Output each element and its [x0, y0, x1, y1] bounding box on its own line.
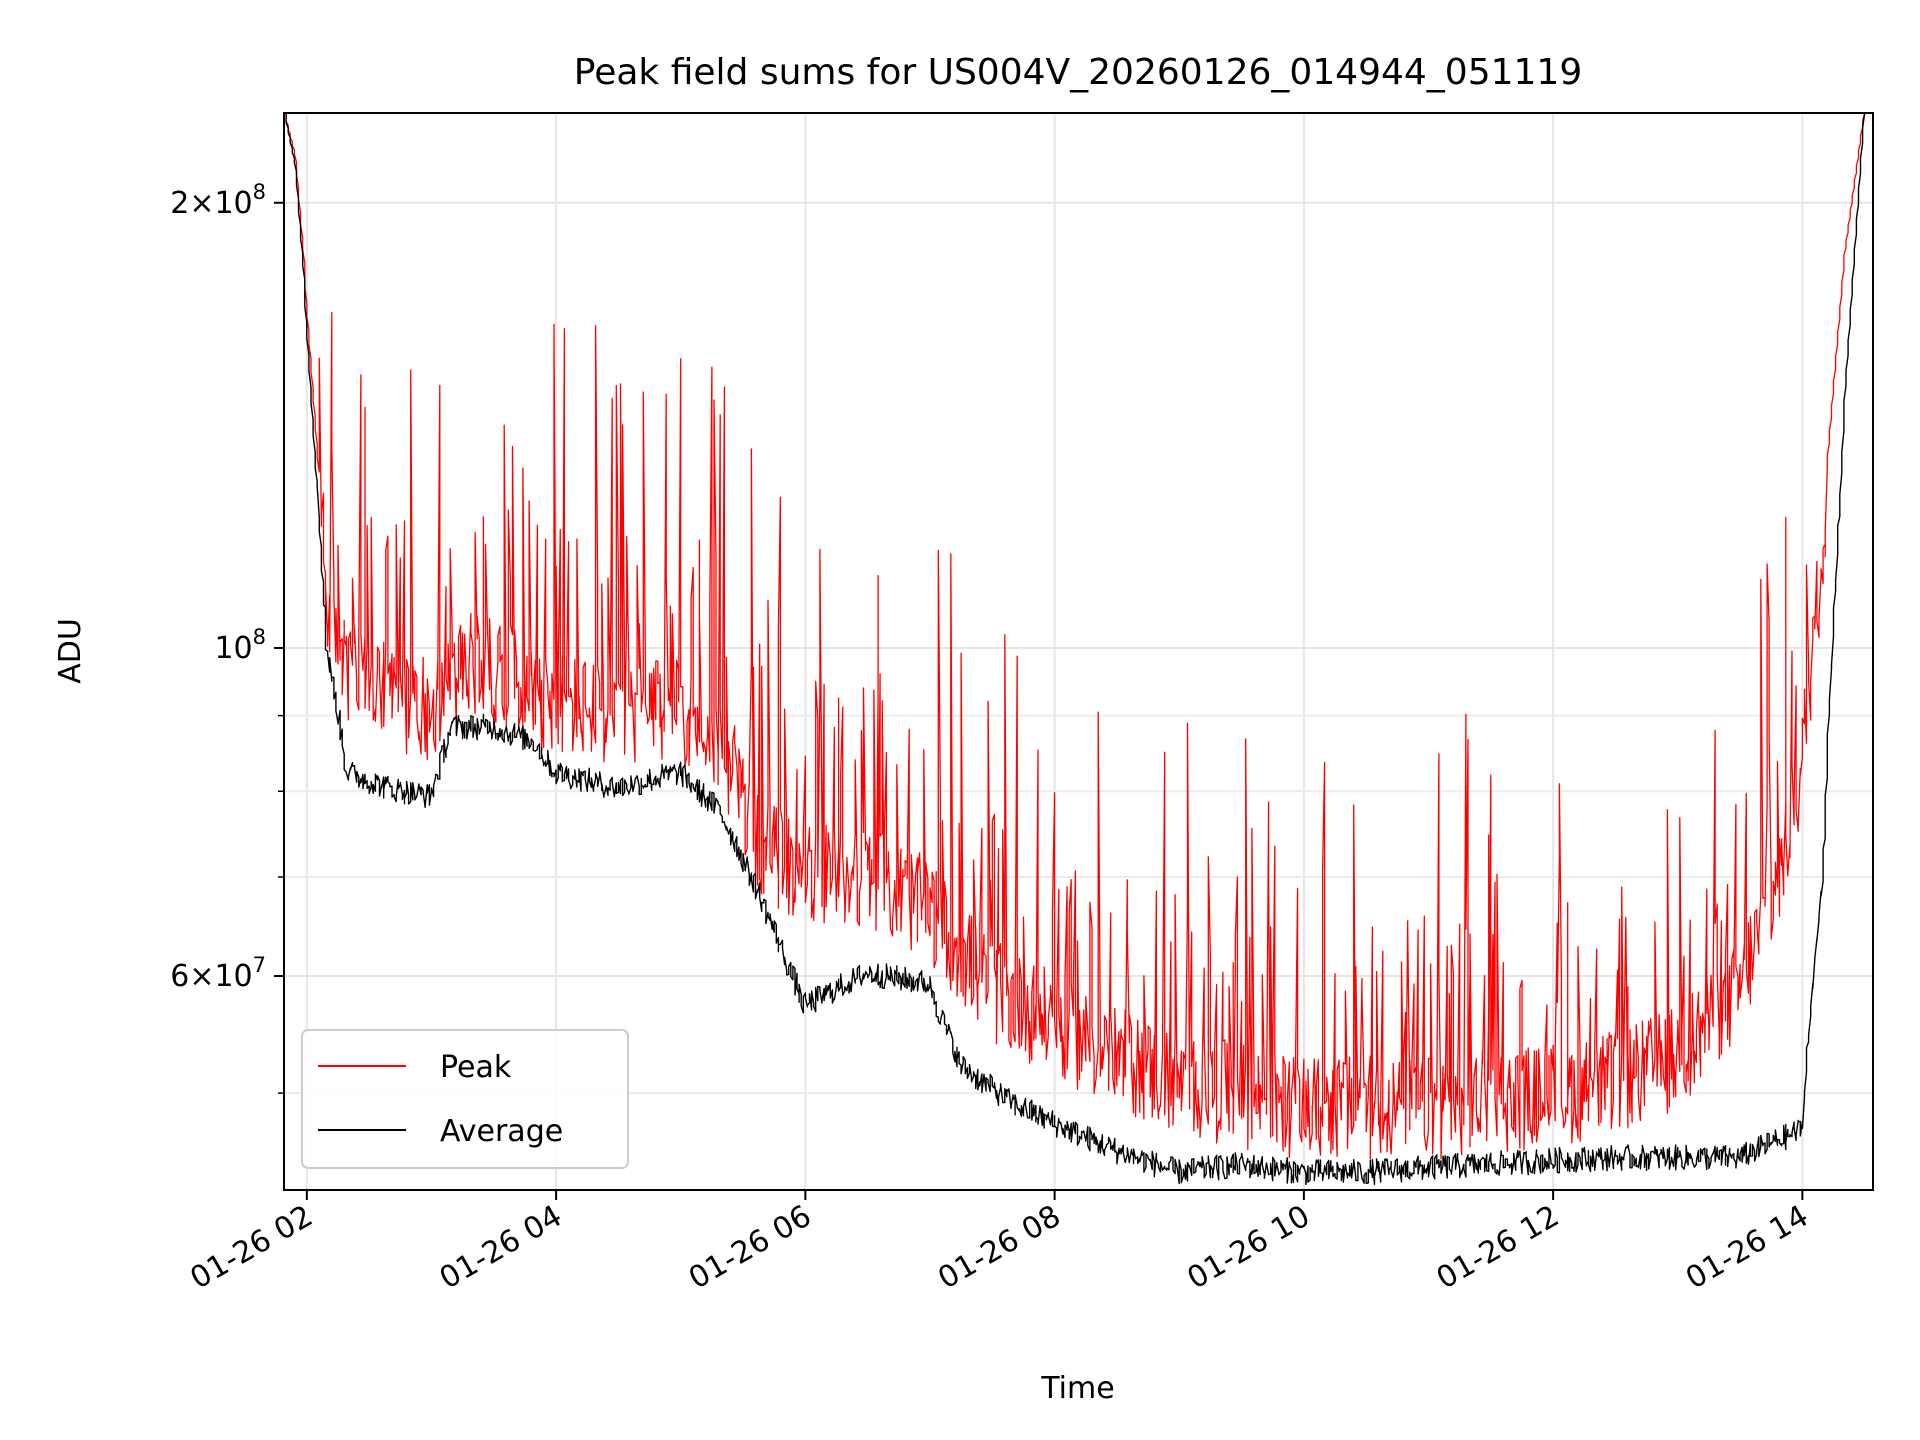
grid: [284, 113, 1873, 1190]
y-axis-label: ADU: [53, 618, 88, 684]
legend-label-peak: Peak: [440, 1050, 512, 1085]
series-line-average: [285, 112, 1866, 1186]
chart-title: Peak field sums for US004V_20260126_0149…: [574, 52, 1582, 93]
x-axis-label: Time: [1040, 1371, 1114, 1406]
series-layer: [285, 112, 1866, 1186]
plot-frame: [283, 112, 1874, 1191]
legend: Peak Average: [301, 1029, 629, 1169]
legend-label-average: Average: [440, 1114, 563, 1149]
y-axis: 6×107 108 2×108: [170, 180, 284, 1094]
y-tick-label: 6×107: [170, 953, 266, 994]
legend-box: [301, 1029, 629, 1169]
series-line-peak: [285, 112, 1866, 1160]
y-tick-label: 108: [214, 625, 266, 666]
y-tick-label: 2×108: [170, 180, 266, 221]
